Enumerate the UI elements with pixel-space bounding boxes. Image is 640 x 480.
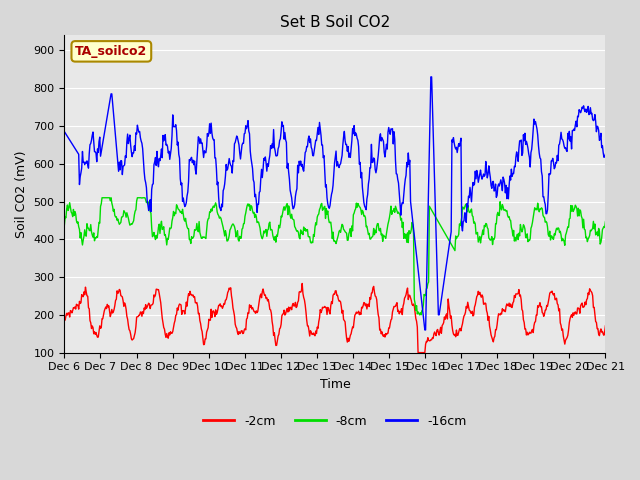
X-axis label: Time: Time — [319, 378, 350, 391]
Y-axis label: Soil CO2 (mV): Soil CO2 (mV) — [15, 150, 28, 238]
Legend: -2cm, -8cm, -16cm: -2cm, -8cm, -16cm — [198, 409, 472, 432]
Title: Set B Soil CO2: Set B Soil CO2 — [280, 15, 390, 30]
Text: TA_soilco2: TA_soilco2 — [76, 45, 147, 58]
